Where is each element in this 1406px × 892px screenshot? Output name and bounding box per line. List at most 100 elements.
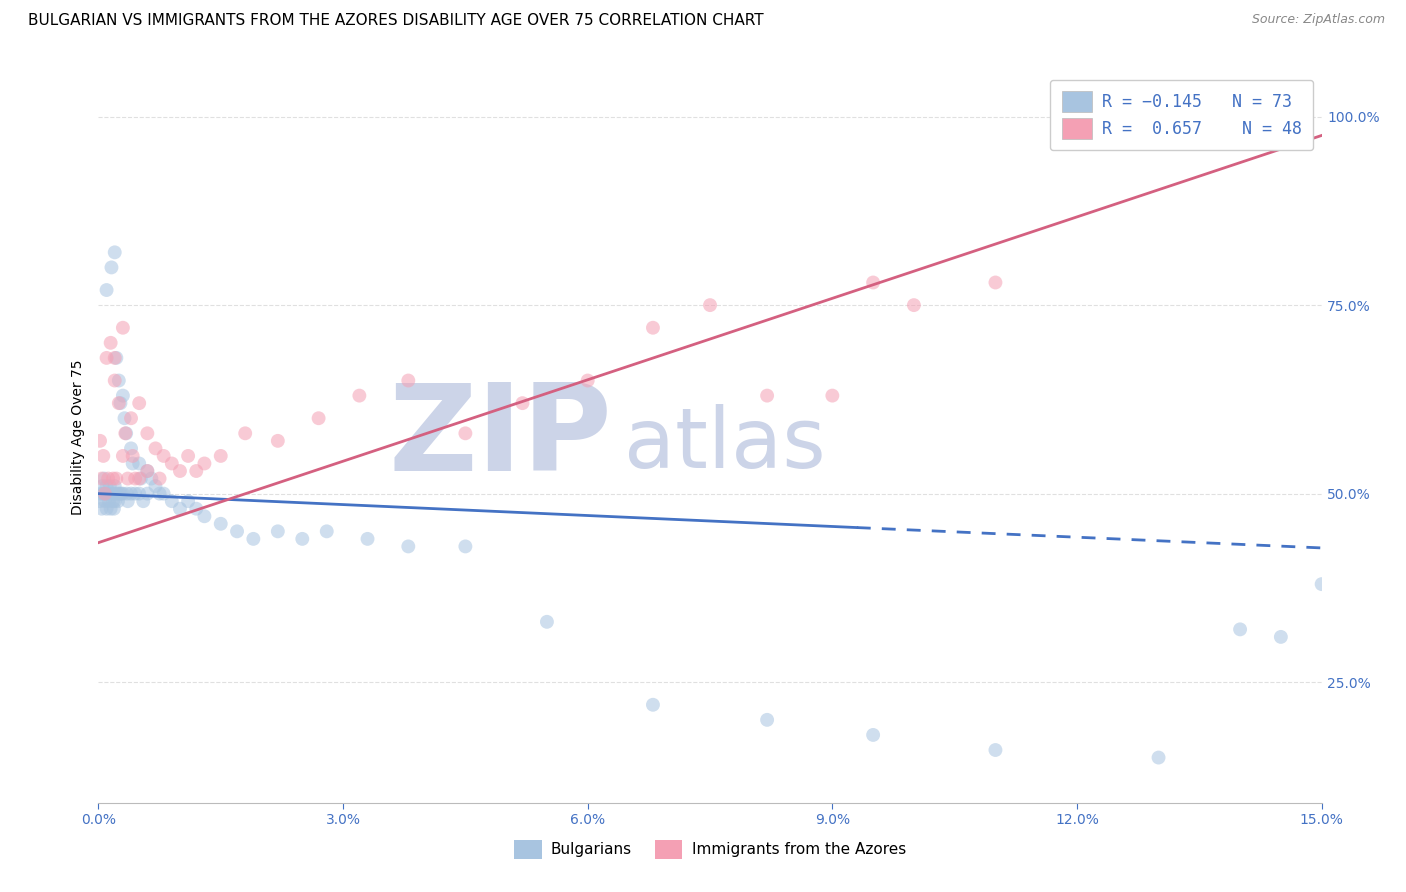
Point xyxy=(454,426,477,441)
Point xyxy=(454,540,477,554)
Point xyxy=(104,245,127,260)
Text: atlas: atlas xyxy=(624,404,827,485)
Point xyxy=(315,524,337,539)
Point xyxy=(149,471,172,485)
Text: Source: ZipAtlas.com: Source: ZipAtlas.com xyxy=(1251,13,1385,27)
Point xyxy=(97,486,120,500)
Point xyxy=(267,434,290,448)
Point xyxy=(111,320,134,334)
Point xyxy=(186,501,208,516)
Point xyxy=(100,260,122,275)
Point xyxy=(177,449,200,463)
Point xyxy=(90,486,112,500)
Point xyxy=(124,471,146,485)
Point xyxy=(160,494,183,508)
Point xyxy=(136,486,159,500)
Point xyxy=(108,486,131,500)
Point xyxy=(98,479,121,493)
Point xyxy=(396,540,419,554)
Point xyxy=(145,442,167,456)
Point xyxy=(136,426,159,441)
Point xyxy=(91,486,114,500)
Point xyxy=(105,351,128,365)
Point xyxy=(120,411,142,425)
Point xyxy=(117,494,139,508)
Point xyxy=(308,411,330,425)
Point xyxy=(576,374,599,388)
Point xyxy=(96,351,118,365)
Point xyxy=(128,471,150,485)
Point xyxy=(115,486,138,500)
Point xyxy=(101,494,124,508)
Point xyxy=(193,457,215,471)
Point xyxy=(129,471,152,485)
Point xyxy=(356,532,378,546)
Point xyxy=(136,464,159,478)
Point xyxy=(193,509,215,524)
Point xyxy=(104,351,127,365)
Point xyxy=(110,486,132,500)
Point xyxy=(136,464,159,478)
Y-axis label: Disability Age Over 75: Disability Age Over 75 xyxy=(72,359,86,515)
Point xyxy=(128,486,150,500)
Point xyxy=(209,516,232,531)
Point xyxy=(169,464,191,478)
Point xyxy=(1147,750,1170,764)
Point xyxy=(101,486,124,500)
Legend: Bulgarians, Immigrants from the Azores: Bulgarians, Immigrants from the Azores xyxy=(508,834,912,864)
Point xyxy=(90,471,112,485)
Point xyxy=(91,449,114,463)
Point xyxy=(121,457,143,471)
Point xyxy=(105,471,128,485)
Point xyxy=(862,276,884,290)
Point xyxy=(1229,95,1251,109)
Point xyxy=(756,389,779,403)
Point xyxy=(105,486,128,500)
Point xyxy=(903,298,925,312)
Point xyxy=(226,524,249,539)
Point xyxy=(97,471,120,485)
Point xyxy=(104,494,127,508)
Point xyxy=(111,389,134,403)
Point xyxy=(242,532,264,546)
Point xyxy=(120,486,142,500)
Point xyxy=(89,494,111,508)
Point xyxy=(96,283,118,297)
Point xyxy=(115,426,138,441)
Point xyxy=(90,501,112,516)
Text: ZIP: ZIP xyxy=(388,378,612,496)
Point xyxy=(1310,577,1333,591)
Point xyxy=(160,457,183,471)
Point xyxy=(209,449,232,463)
Point xyxy=(128,457,150,471)
Point xyxy=(121,449,143,463)
Point xyxy=(821,389,844,403)
Point xyxy=(512,396,534,410)
Point xyxy=(124,486,146,500)
Point xyxy=(169,501,191,516)
Point xyxy=(100,501,122,516)
Point xyxy=(96,501,118,516)
Point xyxy=(111,449,134,463)
Point xyxy=(100,335,122,350)
Point xyxy=(536,615,558,629)
Point xyxy=(267,524,290,539)
Point xyxy=(128,396,150,410)
Point xyxy=(120,442,142,456)
Point xyxy=(96,479,118,493)
Point xyxy=(110,396,132,410)
Point xyxy=(699,298,721,312)
Point xyxy=(94,494,117,508)
Point xyxy=(145,479,167,493)
Point xyxy=(94,486,117,500)
Point xyxy=(862,728,884,742)
Point xyxy=(984,743,1007,757)
Point xyxy=(94,486,117,500)
Point xyxy=(984,276,1007,290)
Point xyxy=(1270,630,1292,644)
Point xyxy=(152,486,174,500)
Point xyxy=(98,494,121,508)
Point xyxy=(1229,623,1251,637)
Point xyxy=(233,426,256,441)
Point xyxy=(93,471,115,485)
